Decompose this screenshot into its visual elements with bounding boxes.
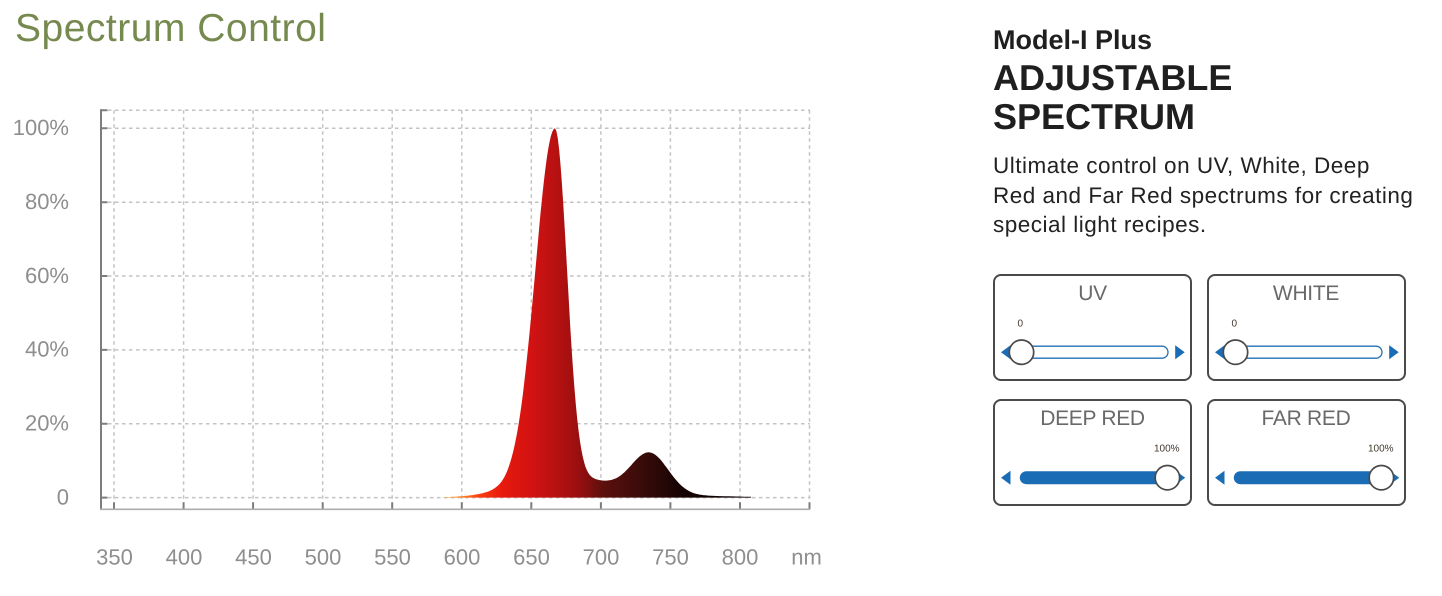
svg-text:500: 500	[305, 545, 342, 570]
svg-text:800: 800	[722, 545, 759, 570]
svg-text:650: 650	[513, 545, 550, 570]
svg-text:100%: 100%	[1154, 443, 1180, 454]
svg-text:0: 0	[1018, 318, 1024, 329]
svg-text:400: 400	[166, 545, 203, 570]
svg-text:0: 0	[1231, 318, 1237, 329]
svg-text:350: 350	[96, 545, 133, 570]
svg-text:450: 450	[235, 545, 272, 570]
svg-text:550: 550	[374, 545, 411, 570]
svg-text:100%: 100%	[1368, 443, 1394, 454]
svg-text:20%: 20%	[25, 411, 69, 436]
svg-text:80%: 80%	[25, 189, 69, 214]
svg-text:700: 700	[583, 545, 620, 570]
svg-text:0: 0	[57, 484, 69, 509]
svg-text:600: 600	[444, 545, 481, 570]
svg-text:100%: 100%	[13, 115, 69, 140]
svg-text:nm: nm	[791, 545, 822, 570]
svg-text:60%: 60%	[25, 263, 69, 288]
svg-text:750: 750	[652, 545, 689, 570]
svg-text:40%: 40%	[25, 337, 69, 362]
